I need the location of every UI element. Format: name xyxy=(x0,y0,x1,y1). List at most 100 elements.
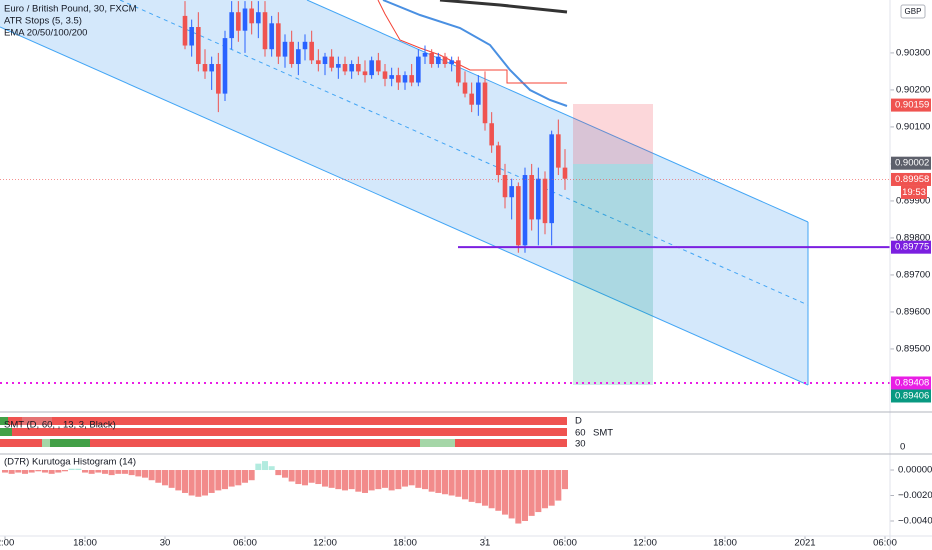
histogram-bar xyxy=(215,470,222,491)
candle-body xyxy=(529,175,534,220)
candle-body xyxy=(542,178,548,224)
histogram-bar xyxy=(248,470,255,481)
y-tick-label: 0.89600 xyxy=(896,306,930,317)
countdown-box xyxy=(901,185,927,199)
candle-body xyxy=(342,64,348,72)
candle-body xyxy=(189,27,194,46)
histogram-bar xyxy=(168,470,175,488)
x-tick-label: 12:00 xyxy=(633,538,657,549)
candle-body xyxy=(336,64,341,68)
candle-body xyxy=(382,71,388,79)
candle-body xyxy=(289,41,294,65)
candle-body xyxy=(389,75,394,79)
price-label: 0.90159 xyxy=(895,100,929,111)
atr-stop-line xyxy=(377,0,567,84)
candle-body xyxy=(502,175,508,198)
histogram-bar xyxy=(222,470,228,490)
candle-body xyxy=(329,56,334,68)
x-tick-label: 31 xyxy=(480,538,491,549)
candle-body xyxy=(449,60,454,65)
smt-title: SMT (D, 60, , 13, 3, Black) xyxy=(4,420,116,431)
channel-fill xyxy=(0,0,808,385)
histogram-bar xyxy=(422,470,428,490)
histogram-bar xyxy=(88,470,95,474)
histogram-bar xyxy=(142,470,148,478)
histogram-bar xyxy=(42,470,48,473)
candle-body xyxy=(556,134,561,168)
histogram-bar xyxy=(75,468,82,471)
x-tick-label: 18:00 xyxy=(393,538,417,549)
histogram-bar xyxy=(342,470,348,491)
y-tick-label: 0.89500 xyxy=(896,343,930,354)
histogram-bar xyxy=(402,470,408,487)
candle-body xyxy=(322,56,328,65)
histogram-bar xyxy=(28,470,35,473)
price-label: 0.89406 xyxy=(895,391,929,402)
histogram-bar xyxy=(308,470,315,483)
smt-tag: SMT xyxy=(593,428,613,439)
y-tick-label: 0.90100 xyxy=(896,121,930,132)
y-tick-label: −0.00200 xyxy=(898,490,932,501)
histogram-bar xyxy=(482,470,488,506)
smt-row-label: 60 xyxy=(575,428,586,439)
currency-badge[interactable] xyxy=(900,4,926,19)
smt-strip xyxy=(0,417,8,425)
histogram-bar xyxy=(328,470,335,488)
histogram-bar xyxy=(468,470,475,502)
candle-body xyxy=(436,56,441,65)
histogram-bar xyxy=(62,470,68,472)
histogram-bar xyxy=(2,470,8,473)
price-label: 0.89408 xyxy=(895,378,929,389)
histogram-bar xyxy=(315,470,322,485)
histogram-bar xyxy=(288,470,295,482)
histogram-bar xyxy=(442,470,448,495)
histogram-bar xyxy=(122,470,128,474)
candle-body xyxy=(262,12,268,50)
smt-strip xyxy=(0,428,567,436)
candle-body xyxy=(416,56,421,83)
candle-body xyxy=(356,64,361,72)
candle-body xyxy=(229,12,234,39)
candle-body xyxy=(422,52,428,57)
candle-body xyxy=(209,64,214,72)
histogram-bar xyxy=(375,470,382,490)
candle-body xyxy=(269,23,274,50)
price-label-box xyxy=(891,389,931,403)
candle-body xyxy=(282,41,288,57)
candle-body xyxy=(489,123,494,146)
currency-label[interactable]: GBP xyxy=(905,7,922,16)
histogram-bar xyxy=(428,470,435,492)
histogram-bar xyxy=(108,470,115,476)
y-tick-label: 0.00000 xyxy=(898,465,932,476)
histogram-bar xyxy=(475,470,482,504)
candle-body xyxy=(202,64,208,72)
candle-body xyxy=(396,75,401,83)
histogram-bar xyxy=(395,470,402,490)
histogram-bar xyxy=(455,470,462,497)
candle-body xyxy=(442,56,448,65)
indicator-label: ATR Stops (5, 3.5) xyxy=(4,16,82,27)
smt-row-label: D xyxy=(575,416,582,427)
smt-tick-label: 0 xyxy=(900,442,905,453)
candle-body xyxy=(236,12,241,31)
histogram-bar xyxy=(302,470,308,486)
histogram-bar xyxy=(22,470,28,474)
candle-body xyxy=(216,64,221,94)
x-tick-label: 06:00 xyxy=(553,538,577,549)
smt-strip xyxy=(42,439,50,447)
histogram-bar xyxy=(435,470,442,493)
candle-body xyxy=(256,12,261,24)
smt-row-label: 30 xyxy=(575,439,586,450)
candle-body xyxy=(316,60,321,65)
price-label-box xyxy=(891,240,931,254)
x-tick-label: 18:00 xyxy=(713,538,737,549)
histogram-bar xyxy=(368,470,375,491)
histogram-bar xyxy=(68,468,75,471)
candle-body xyxy=(522,175,528,246)
x-tick-label: 2:00 xyxy=(0,538,14,549)
countdown-label: 19:53 xyxy=(902,187,926,198)
smt-strip xyxy=(420,439,455,447)
smt-strip xyxy=(0,417,567,425)
candle-body xyxy=(402,75,408,83)
